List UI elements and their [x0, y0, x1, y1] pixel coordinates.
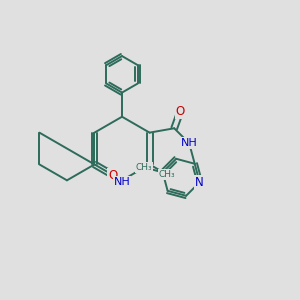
- Text: NH: NH: [114, 177, 130, 188]
- Text: CH₃: CH₃: [159, 170, 175, 179]
- Text: O: O: [108, 169, 118, 182]
- Text: N: N: [195, 176, 204, 189]
- Text: NH: NH: [181, 138, 198, 148]
- Text: O: O: [176, 105, 185, 118]
- Text: CH₃: CH₃: [136, 163, 152, 172]
